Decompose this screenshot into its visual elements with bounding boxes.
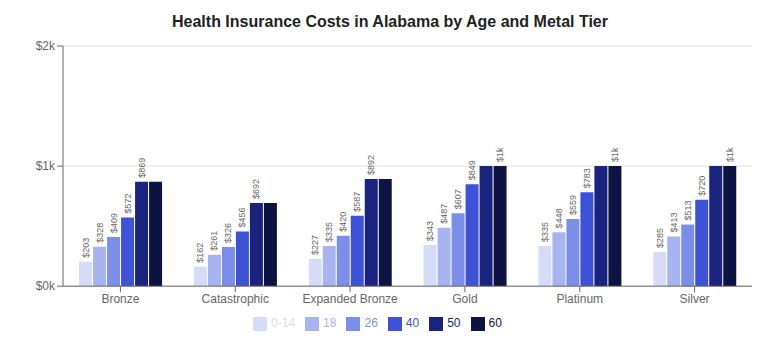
svg-text:$692: $692 — [251, 179, 261, 199]
html-text:40: 40 — [405, 316, 420, 331]
svg-text:$720: $720 — [697, 176, 707, 196]
html-text:0-14: 0-14 — [271, 316, 296, 331]
svg-text:Catastrophic: Catastrophic — [202, 292, 269, 306]
svg-text:Silver: Silver — [680, 292, 710, 306]
svg-text:$607: $607 — [453, 189, 463, 209]
html-text:50: 50 — [447, 316, 461, 331]
svg-text:$162: $162 — [195, 243, 205, 263]
svg-text:$456: $456 — [237, 207, 247, 227]
svg-text:$1k: $1k — [495, 147, 505, 162]
html-text:26: 26 — [364, 316, 378, 331]
svg-text:$487: $487 — [439, 204, 449, 224]
html-text:60: 60 — [488, 316, 502, 331]
svg-text:$328: $328 — [95, 223, 105, 243]
svg-text:$227: $227 — [310, 235, 320, 255]
svg-text:$783: $783 — [582, 168, 592, 188]
svg-text:$559: $559 — [568, 195, 578, 215]
svg-text:$587: $587 — [352, 192, 362, 212]
svg-text:Expanded Bronze: Expanded Bronze — [302, 292, 398, 306]
svg-text:$869: $869 — [137, 158, 147, 178]
svg-text:$572: $572 — [123, 193, 133, 213]
svg-text:$413: $413 — [669, 213, 679, 233]
svg-text:$1k: $1k — [610, 147, 620, 162]
svg-text:$343: $343 — [425, 221, 435, 241]
svg-text:$326: $326 — [223, 223, 233, 243]
svg-text:$448: $448 — [554, 208, 564, 228]
html-text:Health Insurance Costs in Alab: Health Insurance Costs in Alabama by Age… — [172, 13, 608, 30]
svg-text:$203: $203 — [81, 238, 91, 258]
svg-text:$0k: $0k — [36, 279, 56, 293]
svg-text:Platinum: Platinum — [556, 292, 603, 306]
html-text:18: 18 — [323, 316, 337, 331]
svg-text:Bronze: Bronze — [101, 292, 139, 306]
svg-text:$420: $420 — [338, 212, 348, 232]
svg-text:Gold: Gold — [452, 292, 477, 306]
svg-text:$1k: $1k — [36, 159, 56, 173]
svg-text:$892: $892 — [366, 155, 376, 175]
svg-text:$335: $335 — [324, 222, 334, 242]
svg-text:$513: $513 — [683, 201, 693, 221]
svg-text:$335: $335 — [540, 222, 550, 242]
svg-text:$285: $285 — [655, 228, 665, 248]
svg-text:$1k: $1k — [725, 147, 735, 162]
svg-text:$409: $409 — [109, 213, 119, 233]
svg-text:$849: $849 — [467, 160, 477, 180]
svg-text:$261: $261 — [209, 231, 219, 251]
svg-text:$2k: $2k — [36, 39, 56, 53]
